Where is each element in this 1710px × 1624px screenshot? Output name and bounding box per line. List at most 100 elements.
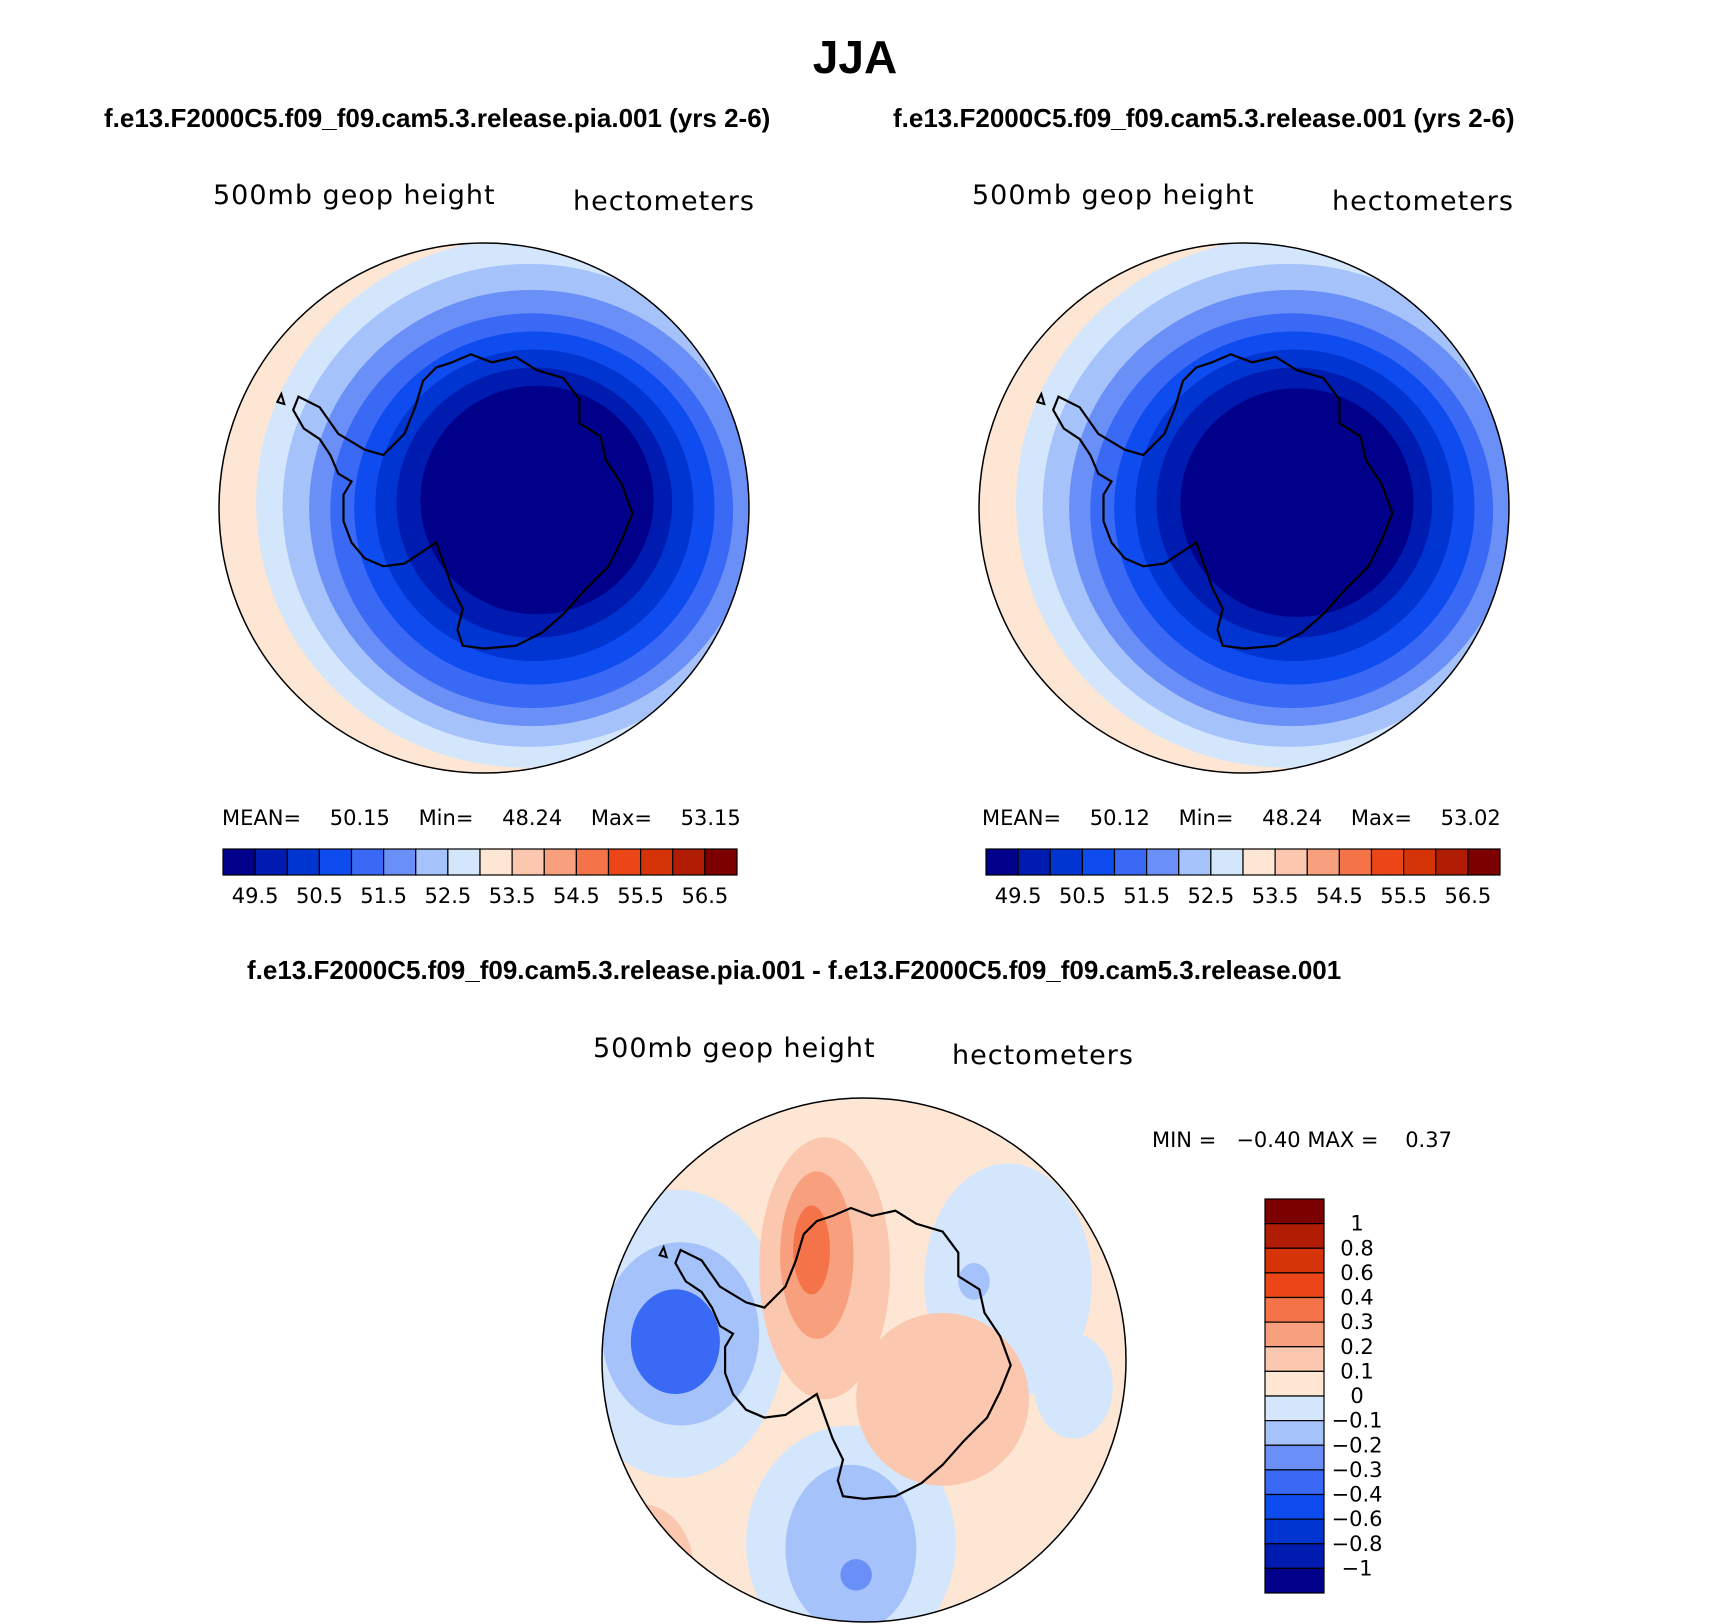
right-max-label: Max= — [1350, 806, 1412, 830]
right-cbar-tick-label: 53.5 — [1252, 884, 1299, 908]
right-stats: MEAN= 50.12 Min= 48.24 Max= 53.02 — [982, 806, 1501, 830]
diff-cbar-cell — [1264, 1296, 1325, 1323]
left-cbar-cell — [479, 848, 513, 876]
diff-cbar-tick-label: −0.2 — [1332, 1433, 1383, 1457]
left-cbar-cell — [575, 848, 610, 876]
diff-cbar-cell — [1264, 1444, 1325, 1471]
diff-cbar-cell — [1264, 1370, 1325, 1397]
diff-cbar-cell — [1264, 1346, 1325, 1372]
diff-cbar-tick-label: 0.4 — [1340, 1286, 1373, 1310]
diff-units-label: hectometers — [952, 1040, 1134, 1071]
diff-cbar-tick-label: −1 — [1342, 1556, 1373, 1580]
right-cbar-cell — [1370, 848, 1405, 876]
diff-cbar-tick-label: 0.3 — [1340, 1310, 1373, 1334]
left-max-label: Max= — [590, 806, 652, 830]
left-cbar-cell — [415, 848, 449, 876]
diff-cbar-tick-label: −0.8 — [1332, 1532, 1383, 1556]
right-map-coastline — [1051, 353, 1394, 650]
diff-cbar-tick-label: −0.4 — [1332, 1483, 1383, 1507]
right-cbar-cell — [1178, 848, 1212, 876]
right-cbar-cell — [1242, 848, 1276, 876]
right-mean-value: 50.12 — [1089, 806, 1150, 830]
right-cbar-cell — [1467, 848, 1501, 876]
diff-map-island — [658, 1244, 669, 1259]
right-map-boundary — [978, 242, 1510, 774]
diff-cbar-cell — [1264, 1247, 1325, 1274]
right-cbar-cell — [1049, 848, 1083, 876]
right-cbar-cell — [1210, 848, 1244, 876]
right-variable-label: 500mb geop height — [972, 180, 1255, 211]
left-variable-label: 500mb geop height — [213, 180, 496, 211]
diff-blob-2 — [630, 1289, 720, 1395]
right-min-label: Min= — [1178, 806, 1234, 830]
diff-cbar-cell — [1264, 1518, 1325, 1545]
diff-cbar-cell — [1264, 1223, 1325, 1249]
diff-cbar-tick-label: −0.6 — [1332, 1507, 1383, 1531]
left-panel-case-title: f.e13.F2000C5.f09_f09.cam5.3.release.pia… — [104, 103, 771, 133]
diff-cbar-cell — [1264, 1493, 1325, 1520]
left-cbar-cell — [607, 848, 642, 876]
right-cbar-cell — [1435, 848, 1469, 876]
left-cbar-tick-label: 51.5 — [360, 884, 407, 908]
diff-cbar-cell — [1264, 1543, 1325, 1569]
right-cbar-tick-label: 50.5 — [1059, 884, 1106, 908]
left-map-band-7 — [420, 385, 654, 615]
diff-cbar-tick-label: −0.1 — [1332, 1409, 1383, 1433]
diff-cbar-tick-label: 0.8 — [1340, 1236, 1373, 1260]
left-cbar-cell — [672, 848, 706, 876]
diff-map-coastline — [674, 1206, 1012, 1501]
left-units-label: hectometers — [573, 186, 755, 217]
left-min-value: 48.24 — [502, 806, 563, 830]
left-cbar-tick-label: 53.5 — [489, 884, 536, 908]
left-cbar-tick-label: 55.5 — [617, 884, 664, 908]
diff-cbar-tick-label: 0.2 — [1340, 1335, 1373, 1359]
diff-cbar-tick-label: −0.3 — [1332, 1458, 1383, 1482]
right-cbar-cell — [1017, 848, 1051, 876]
right-mean-label: MEAN= — [982, 806, 1062, 830]
right-cbar-cell — [1306, 848, 1340, 876]
left-cbar-tick-label: 50.5 — [296, 884, 343, 908]
left-cbar-cell — [704, 848, 738, 876]
diff-blob-11 — [793, 1205, 830, 1295]
left-cbar-cell — [383, 848, 417, 876]
left-max-value: 53.15 — [680, 806, 741, 830]
diff-variable-label: 500mb geop height — [593, 1033, 876, 1064]
right-map-band-7 — [1180, 388, 1414, 617]
right-cbar-cell — [1403, 848, 1437, 876]
right-max-value: 53.02 — [1440, 806, 1501, 830]
left-map-island — [275, 391, 286, 406]
left-cbar-cell — [640, 848, 674, 876]
right-cbar-cell — [1146, 848, 1180, 876]
diff-minmax: MIN = −0.40 MAX = 0.37 — [1152, 1128, 1452, 1152]
right-cbar-tick-label: 55.5 — [1380, 884, 1427, 908]
right-cbar-tick-label: 54.5 — [1316, 884, 1363, 908]
right-cbar-tick-label: 49.5 — [995, 884, 1042, 908]
right-units-label: hectometers — [1332, 186, 1514, 217]
left-map-coastline — [291, 353, 634, 650]
diff-cbar-tick-label: 1 — [1350, 1212, 1363, 1236]
left-min-label: Min= — [418, 806, 474, 830]
right-cbar-tick-label: 52.5 — [1187, 884, 1234, 908]
left-cbar-cell — [318, 848, 353, 876]
diff-cbar-cell — [1264, 1395, 1325, 1422]
diff-blob-7 — [1034, 1333, 1113, 1439]
right-cbar-tick-label: 51.5 — [1123, 884, 1170, 908]
diff-map-boundary — [601, 1097, 1127, 1623]
left-mean-label: MEAN= — [222, 806, 302, 830]
diff-cbar-cell — [1264, 1420, 1325, 1446]
diff-blob-8 — [958, 1263, 990, 1300]
diff-cbar-cell — [1264, 1567, 1325, 1594]
diff-cbar-tick-label: 0.6 — [1340, 1261, 1373, 1285]
right-map-contour-fill — [979, 243, 1509, 773]
left-cbar-cell — [543, 848, 577, 876]
left-cbar-tick-label: 54.5 — [553, 884, 600, 908]
diff-blob-4 — [785, 1464, 917, 1622]
right-cbar-cell — [1113, 848, 1148, 876]
left-cbar-tick-label: 52.5 — [424, 884, 471, 908]
left-cbar-cell — [254, 848, 288, 876]
left-cbar-cell — [286, 848, 320, 876]
right-cbar-cell — [1081, 848, 1116, 876]
